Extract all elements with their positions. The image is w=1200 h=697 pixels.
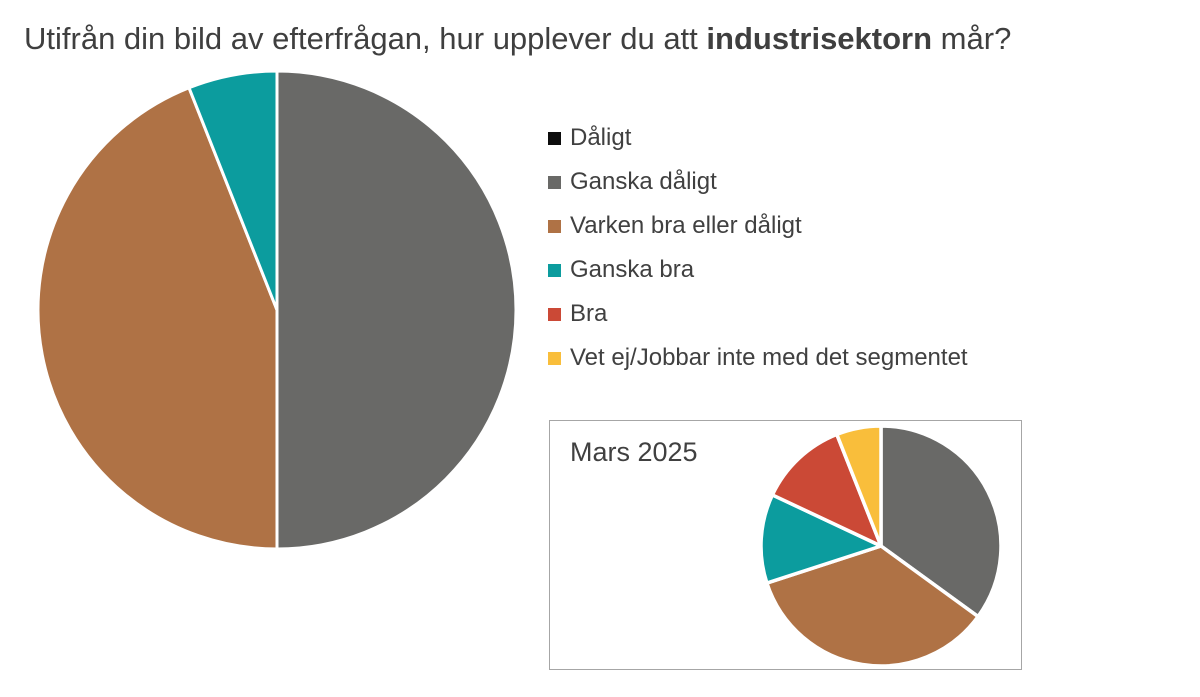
title-bold-word: industrisektorn [706, 21, 933, 56]
legend-label: Ganska bra [570, 256, 695, 283]
pie-slice-ganska-dåligt [879, 424, 1003, 619]
legend-item-ganska-daligt: Ganska dåligt [548, 160, 968, 204]
inset-title: Mars 2025 [570, 437, 698, 467]
legend: Dåligt Ganska dåligt Varken bra eller då… [548, 116, 968, 380]
legend-item-daligt: Dåligt [548, 116, 968, 160]
title-suffix: mår? [932, 21, 1012, 56]
main-pie-chart [36, 69, 518, 551]
legend-swatch-vet-ej [548, 351, 561, 365]
legend-swatch-daligt [548, 131, 561, 145]
legend-swatch-varken-bra-eller-daligt [548, 219, 561, 233]
legend-label: Ganska dåligt [570, 168, 717, 195]
legend-item-vet-ej: Vet ej/Jobbar inte med det segmentet [548, 336, 968, 380]
legend-item-varken-bra-eller-daligt: Varken bra eller dåligt [548, 204, 968, 248]
legend-item-bra: Bra [548, 292, 968, 336]
pie-slice-varken-bra-eller-dåligt [36, 86, 279, 551]
page-title: Utifrån din bild av efterfrågan, hur upp… [24, 20, 1184, 59]
legend-label: Varken bra eller dåligt [570, 212, 802, 239]
legend-swatch-ganska-bra [548, 263, 561, 277]
legend-item-ganska-bra: Ganska bra [548, 248, 968, 292]
pie-slice-ganska-dåligt [275, 69, 518, 551]
inset-panel-mars-2025: Mars 2025 [549, 420, 1022, 670]
pie-slice-vet-ej-jobbar-inte-med-det-segmentet [835, 424, 883, 548]
pie-slice-ganska-bra [187, 69, 279, 312]
legend-swatch-bra [548, 307, 561, 321]
inset-pie-chart [759, 424, 1003, 668]
pie-slice-ganska-bra [759, 493, 883, 585]
legend-label: Vet ej/Jobbar inte med det segmentet [570, 344, 968, 371]
title-prefix: Utifrån din bild av efterfrågan, hur upp… [24, 21, 707, 56]
legend-swatch-ganska-daligt [548, 175, 561, 189]
legend-label: Bra [570, 300, 608, 327]
pie-slice-bra [770, 432, 883, 548]
pie-slice-varken-bra-eller-dåligt [765, 544, 980, 668]
legend-label: Dåligt [570, 124, 632, 151]
